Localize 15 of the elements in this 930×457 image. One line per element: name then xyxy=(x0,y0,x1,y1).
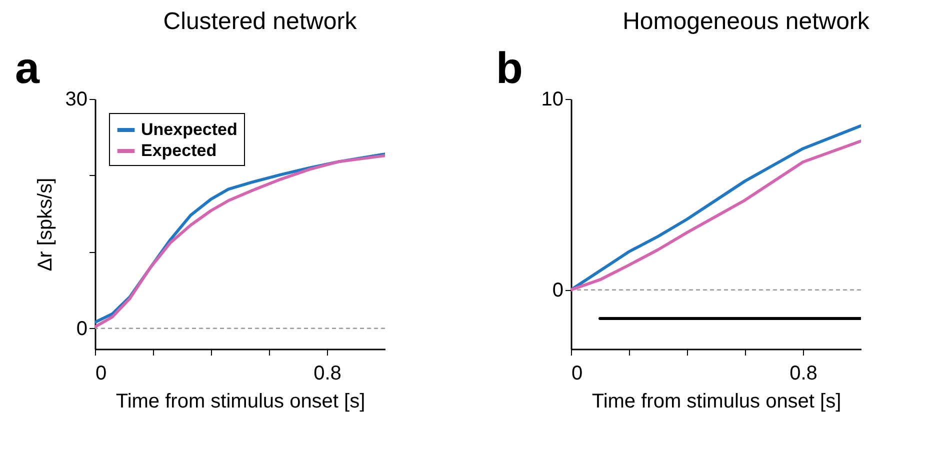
x-tick-label: 0.8 xyxy=(314,362,342,384)
y-tick-label: 10 xyxy=(541,88,564,110)
x-axis-title: Time from stimulus onset [s] xyxy=(592,390,842,412)
x-tick-label: 0 xyxy=(96,362,107,384)
x-tick-label: 0 xyxy=(572,362,583,384)
chart-title: Clustered network xyxy=(163,8,358,35)
x-axis-title: Time from stimulus onset [s] xyxy=(116,390,366,412)
y-axis-title: Δr [spks/s] xyxy=(34,178,56,272)
text: b xyxy=(496,44,523,93)
chart-title: Homogeneous network xyxy=(622,8,870,35)
x-tick-label: 0.8 xyxy=(790,362,818,384)
y-tick-label: 30 xyxy=(65,88,88,110)
text: a xyxy=(15,44,40,93)
legend-label: Unexpected xyxy=(141,120,238,139)
legend-label: Expected xyxy=(141,141,217,160)
